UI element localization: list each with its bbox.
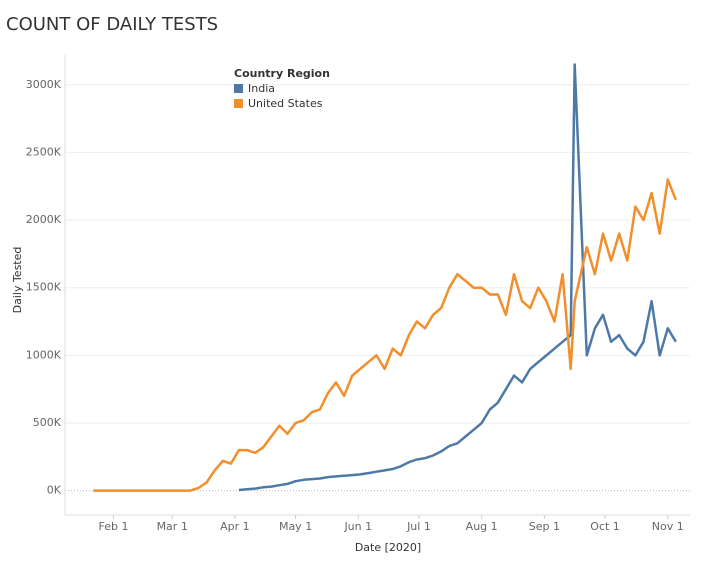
y-tick-label: 3000K bbox=[26, 78, 62, 91]
x-tick-label: Oct 1 bbox=[590, 520, 620, 533]
x-tick-label: Jun 1 bbox=[343, 520, 372, 533]
x-axis-title: Date [2020] bbox=[355, 541, 421, 554]
y-tick-label: 1500K bbox=[26, 281, 62, 294]
chart-title: COUNT OF DAILY TESTS bbox=[6, 14, 218, 35]
y-tick-label: 1000K bbox=[26, 348, 62, 361]
x-tick-label: Jul 1 bbox=[406, 520, 431, 533]
legend-swatch bbox=[234, 99, 243, 108]
x-tick-label: Sep 1 bbox=[529, 520, 560, 533]
y-tick-label: 2000K bbox=[26, 213, 62, 226]
x-tick-label: May 1 bbox=[279, 520, 312, 533]
legend-swatch bbox=[234, 84, 243, 93]
x-tick-label: Feb 1 bbox=[99, 520, 129, 533]
y-tick-label: 0K bbox=[47, 484, 62, 497]
x-tick-label: Aug 1 bbox=[466, 520, 498, 533]
y-tick-label: 2500K bbox=[26, 145, 62, 158]
legend-title: Country Region bbox=[234, 67, 330, 80]
y-tick-label: 500K bbox=[33, 416, 62, 429]
x-tick-label: Nov 1 bbox=[652, 520, 684, 533]
legend-label: United States bbox=[248, 97, 323, 110]
y-axis-title: Daily Tested bbox=[11, 247, 24, 314]
x-tick-label: Apr 1 bbox=[220, 520, 250, 533]
x-tick-label: Mar 1 bbox=[157, 520, 188, 533]
legend-label: India bbox=[248, 82, 275, 95]
series-line bbox=[93, 178, 677, 492]
series-line bbox=[238, 63, 677, 492]
